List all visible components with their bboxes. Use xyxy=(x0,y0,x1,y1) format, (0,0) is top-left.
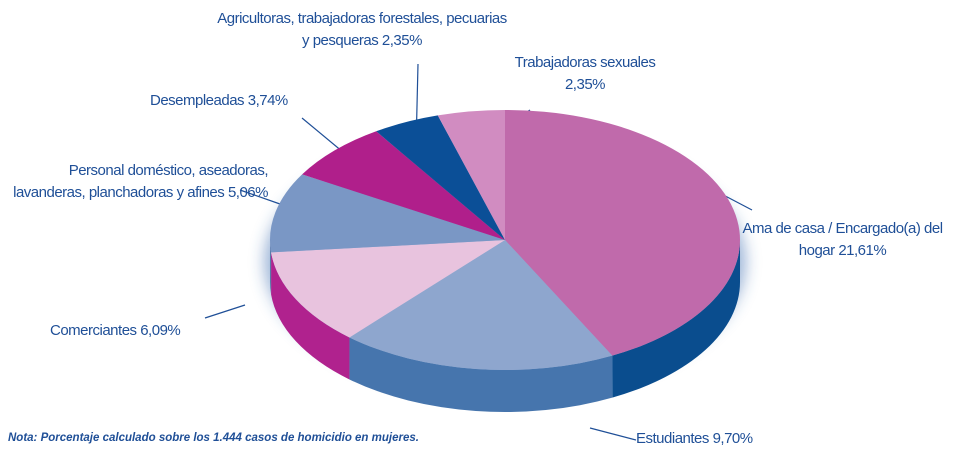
value-label: 5,06% xyxy=(227,184,269,201)
leader-line xyxy=(239,189,281,205)
value-label: 2,35% xyxy=(564,76,606,93)
category-label: Estudiantes xyxy=(636,430,709,447)
slice-side xyxy=(270,240,272,295)
slice xyxy=(349,240,613,370)
value-label: 2,35% xyxy=(381,32,423,49)
category-label: Ama de casa / Encargado(a) del hogar xyxy=(742,220,943,259)
note: Nota: Porcentaje calculado sobre los 1.4… xyxy=(8,432,419,444)
slice-side xyxy=(271,252,350,380)
category-label: Agricultoras, trabajadoras forestales, p… xyxy=(217,10,507,49)
value-label: 3,74% xyxy=(247,92,289,109)
slice-label: Personal doméstico, aseadoras, lavandera… xyxy=(6,160,268,204)
category-label: Comerciantes xyxy=(50,322,137,339)
slice-label: Comerciantes 6,09% xyxy=(50,320,230,342)
category-label: Desempleadas xyxy=(150,92,245,109)
slice xyxy=(271,240,505,338)
slice-label: Agricultoras, trabajadoras forestales, p… xyxy=(212,8,512,52)
value-label: 9,70% xyxy=(712,430,754,447)
value-label: 21,61% xyxy=(838,242,887,259)
value-label: 6,09% xyxy=(140,322,181,339)
slice xyxy=(302,131,505,240)
leader-line xyxy=(589,427,637,441)
slice-label: Desempleadas 3,74% xyxy=(150,90,320,112)
category-label: Personal doméstico, aseadoras, lavandera… xyxy=(13,162,268,201)
slice-label: Trabajadoras sexuales 2,35% xyxy=(495,52,675,96)
slice-label: Ama de casa / Encargado(a) del hogar 21,… xyxy=(735,218,950,262)
slice xyxy=(505,110,740,356)
leader-line xyxy=(204,304,246,319)
slice xyxy=(269,174,505,253)
slice-side xyxy=(349,337,613,412)
slice xyxy=(437,110,505,240)
slice-side xyxy=(612,240,740,398)
slice-label: Estudiantes 9,70% xyxy=(636,428,806,450)
slice xyxy=(376,115,505,240)
category-label: Trabajadoras sexuales xyxy=(514,54,656,71)
